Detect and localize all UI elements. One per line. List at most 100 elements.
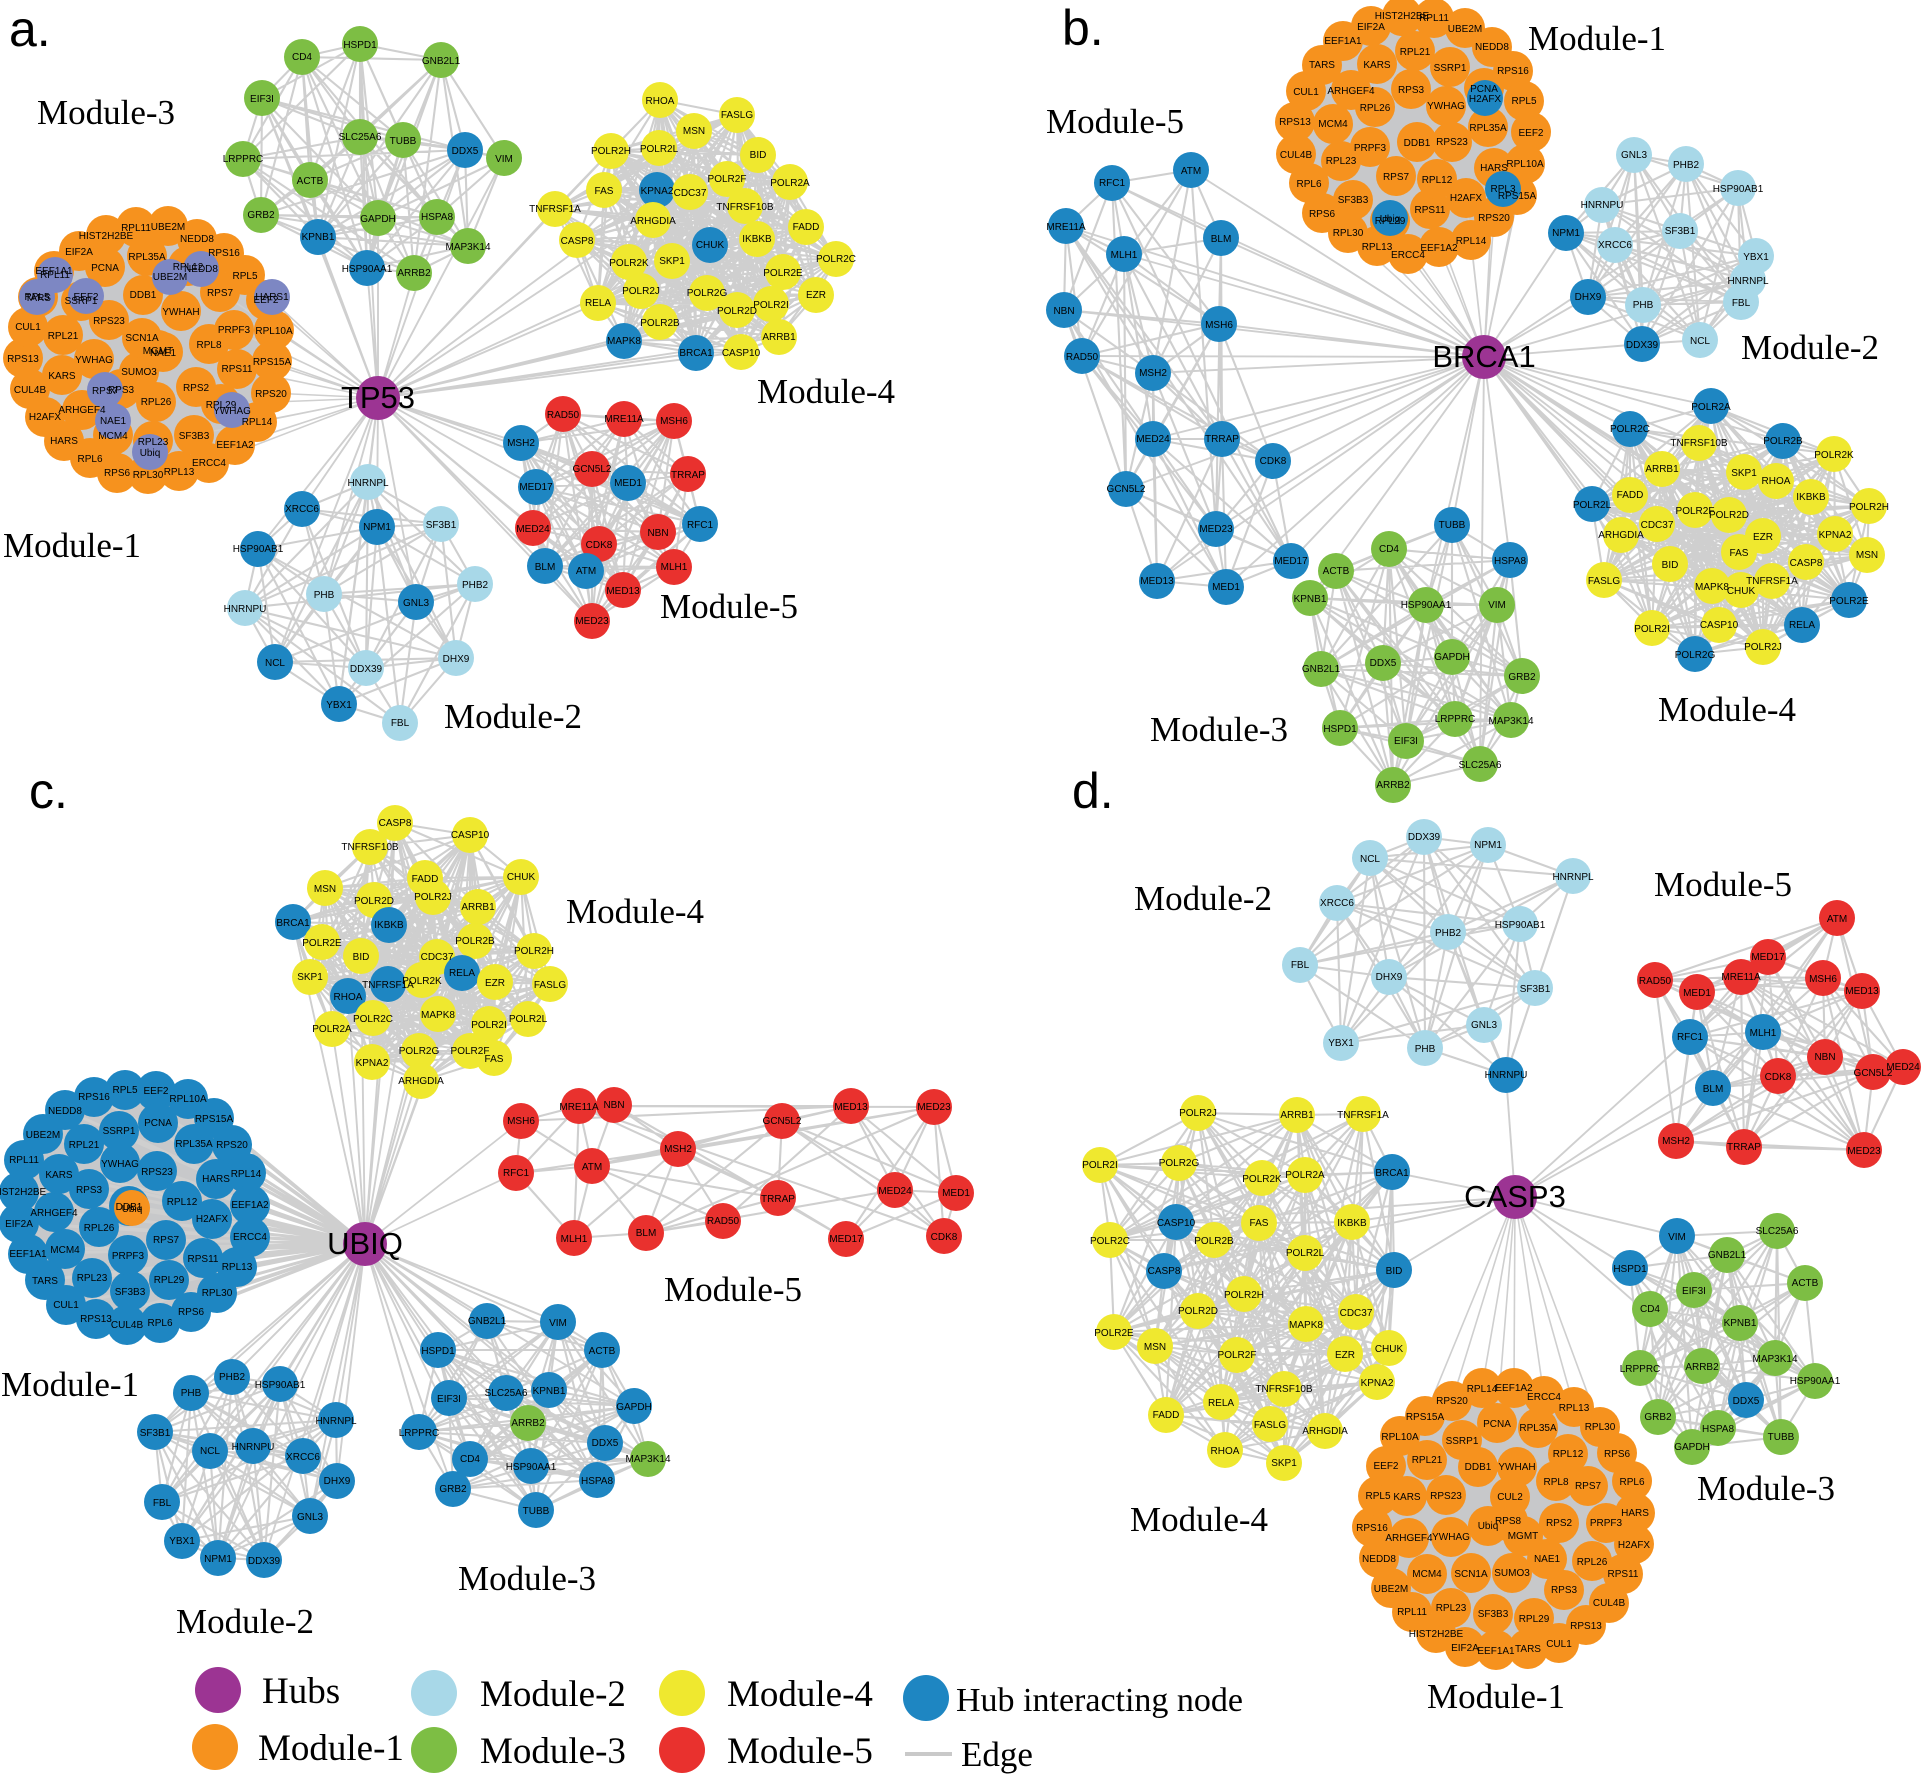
svg-text:POLR2I: POLR2I [1082,1160,1118,1171]
svg-text:ARRB2: ARRB2 [1685,1362,1719,1373]
svg-text:DHX9: DHX9 [1376,972,1403,983]
svg-text:BLM: BLM [636,1228,657,1239]
svg-text:PHB2: PHB2 [1435,928,1462,939]
svg-text:MSH2: MSH2 [1139,368,1167,379]
svg-text:HNRNPU: HNRNPU [224,604,267,615]
svg-text:GAPDH: GAPDH [1434,652,1470,663]
svg-text:TNFRSF1A: TNFRSF1A [1337,1110,1389,1121]
svg-text:POLR2B: POLR2B [1763,436,1803,447]
svg-text:EIF2A: EIF2A [1451,1643,1479,1654]
svg-text:POLR2E: POLR2E [1829,596,1869,607]
svg-text:RPS20: RPS20 [1478,213,1510,224]
svg-text:YBX1: YBX1 [326,700,352,711]
svg-text:Module-5: Module-5 [1046,102,1184,141]
svg-text:RPL11: RPL11 [1397,1607,1427,1618]
svg-text:RHOA: RHOA [1211,1446,1240,1457]
svg-text:MRE11A: MRE11A [1721,972,1761,983]
svg-text:LRPPRC: LRPPRC [399,1428,440,1439]
svg-text:POLR2A: POLR2A [1285,1170,1325,1181]
svg-text:POLR2H: POLR2H [1849,502,1889,513]
svg-text:RPL6: RPL6 [1619,1477,1644,1488]
svg-text:MSN: MSN [314,884,336,895]
svg-text:SF3B3: SF3B3 [179,431,210,442]
svg-text:TNFRSF1A: TNFRSF1A [362,980,414,991]
svg-text:MED24: MED24 [1886,1062,1920,1073]
svg-text:VIM: VIM [1668,1232,1686,1243]
svg-text:MED24: MED24 [1136,434,1170,445]
svg-text:HSP90AA1: HSP90AA1 [342,264,393,275]
svg-text:MED1: MED1 [1683,988,1711,999]
svg-text:RAD50: RAD50 [1066,352,1099,363]
svg-text:HSP90AB1: HSP90AB1 [233,544,284,555]
svg-text:RPS15A: RPS15A [195,1114,234,1125]
svg-text:MAPK8: MAPK8 [421,1010,455,1021]
svg-text:SF3B1: SF3B1 [1520,984,1551,995]
svg-text:FAS: FAS [1250,1218,1269,1229]
svg-text:RPS13: RPS13 [1570,1621,1602,1632]
svg-text:HNRNPU: HNRNPU [232,1442,275,1453]
svg-text:RPL29: RPL29 [206,400,237,411]
svg-text:RPL14: RPL14 [242,417,273,428]
svg-text:POLR2G: POLR2G [1159,1158,1200,1169]
svg-text:POLR2J: POLR2J [1179,1108,1217,1119]
svg-text:RPL35A: RPL35A [1469,123,1507,134]
svg-text:FASLG: FASLG [534,980,566,991]
svg-text:HSPD1: HSPD1 [421,1346,455,1357]
svg-text:CDC37: CDC37 [421,952,454,963]
svg-text:TNFRSF1A: TNFRSF1A [529,204,581,215]
svg-text:ARHGEF4: ARHGEF4 [58,405,106,416]
svg-text:SUMO3: SUMO3 [1494,1568,1530,1579]
svg-text:CD4: CD4 [292,52,312,63]
svg-text:MAP3K14: MAP3K14 [445,242,490,253]
svg-text:MED17: MED17 [829,1234,863,1245]
svg-text:POLR2L: POLR2L [1286,1248,1325,1259]
svg-text:RPS7: RPS7 [207,288,234,299]
svg-text:RPS23: RPS23 [1436,137,1468,148]
svg-text:RPL5: RPL5 [232,271,257,282]
svg-text:DDX5: DDX5 [1733,1396,1760,1407]
svg-text:HSP90AA1: HSP90AA1 [1790,1376,1841,1387]
svg-text:MAPK8: MAPK8 [1289,1320,1323,1331]
svg-text:TARS: TARS [25,293,51,304]
svg-text:POLR2F: POLR2F [708,174,747,185]
svg-text:MED24: MED24 [878,1186,912,1197]
svg-text:CDC37: CDC37 [674,188,707,199]
svg-text:HNRNPL: HNRNPL [315,1416,357,1427]
svg-text:RPL13: RPL13 [222,1262,253,1273]
svg-text:Hubs: Hubs [262,1671,340,1712]
svg-text:UBIQ: UBIQ [327,1226,403,1261]
svg-text:RPS23: RPS23 [1430,1491,1462,1502]
svg-text:POLR2J: POLR2J [1744,642,1782,653]
svg-text:MED23: MED23 [575,616,609,627]
svg-text:EEF2: EEF2 [143,1086,168,1097]
svg-text:GNB2L1: GNB2L1 [1708,1250,1747,1261]
svg-text:RPL26: RPL26 [1577,1557,1608,1568]
svg-text:RPS6: RPS6 [1309,209,1336,220]
svg-text:Module-3: Module-3 [1150,710,1288,749]
svg-text:SF3B1: SF3B1 [426,520,457,531]
svg-text:EEF2: EEF2 [1373,1461,1398,1472]
svg-text:RELA: RELA [1208,1398,1234,1409]
svg-text:GRB2: GRB2 [1508,672,1536,683]
svg-text:VIM: VIM [1488,600,1506,611]
svg-text:KARS: KARS [1393,1492,1421,1503]
svg-text:ATM: ATM [576,566,596,577]
svg-text:EIF2A: EIF2A [1357,22,1385,33]
svg-text:POLR2D: POLR2D [1709,510,1749,521]
svg-text:POLR2A: POLR2A [770,178,810,189]
svg-text:POLR2G: POLR2G [1675,650,1716,661]
svg-text:BLM: BLM [535,562,556,573]
svg-text:HSPD1: HSPD1 [343,40,377,51]
svg-text:NCL: NCL [265,658,285,669]
svg-text:KPNB1: KPNB1 [1724,1318,1757,1329]
svg-text:MED13: MED13 [1845,986,1879,997]
svg-text:HIST2H2BE: HIST2H2BE [79,231,134,242]
svg-text:RPS11: RPS11 [1415,205,1446,216]
svg-text:MLH1: MLH1 [1750,1028,1777,1039]
svg-text:CUL4B: CUL4B [14,385,47,396]
svg-text:HNRNPU: HNRNPU [1581,200,1624,211]
svg-text:RPL30: RPL30 [133,470,164,481]
svg-text:PHB: PHB [1633,300,1654,311]
svg-text:RPS11: RPS11 [222,364,253,375]
svg-text:NAE1: NAE1 [1534,1554,1561,1565]
